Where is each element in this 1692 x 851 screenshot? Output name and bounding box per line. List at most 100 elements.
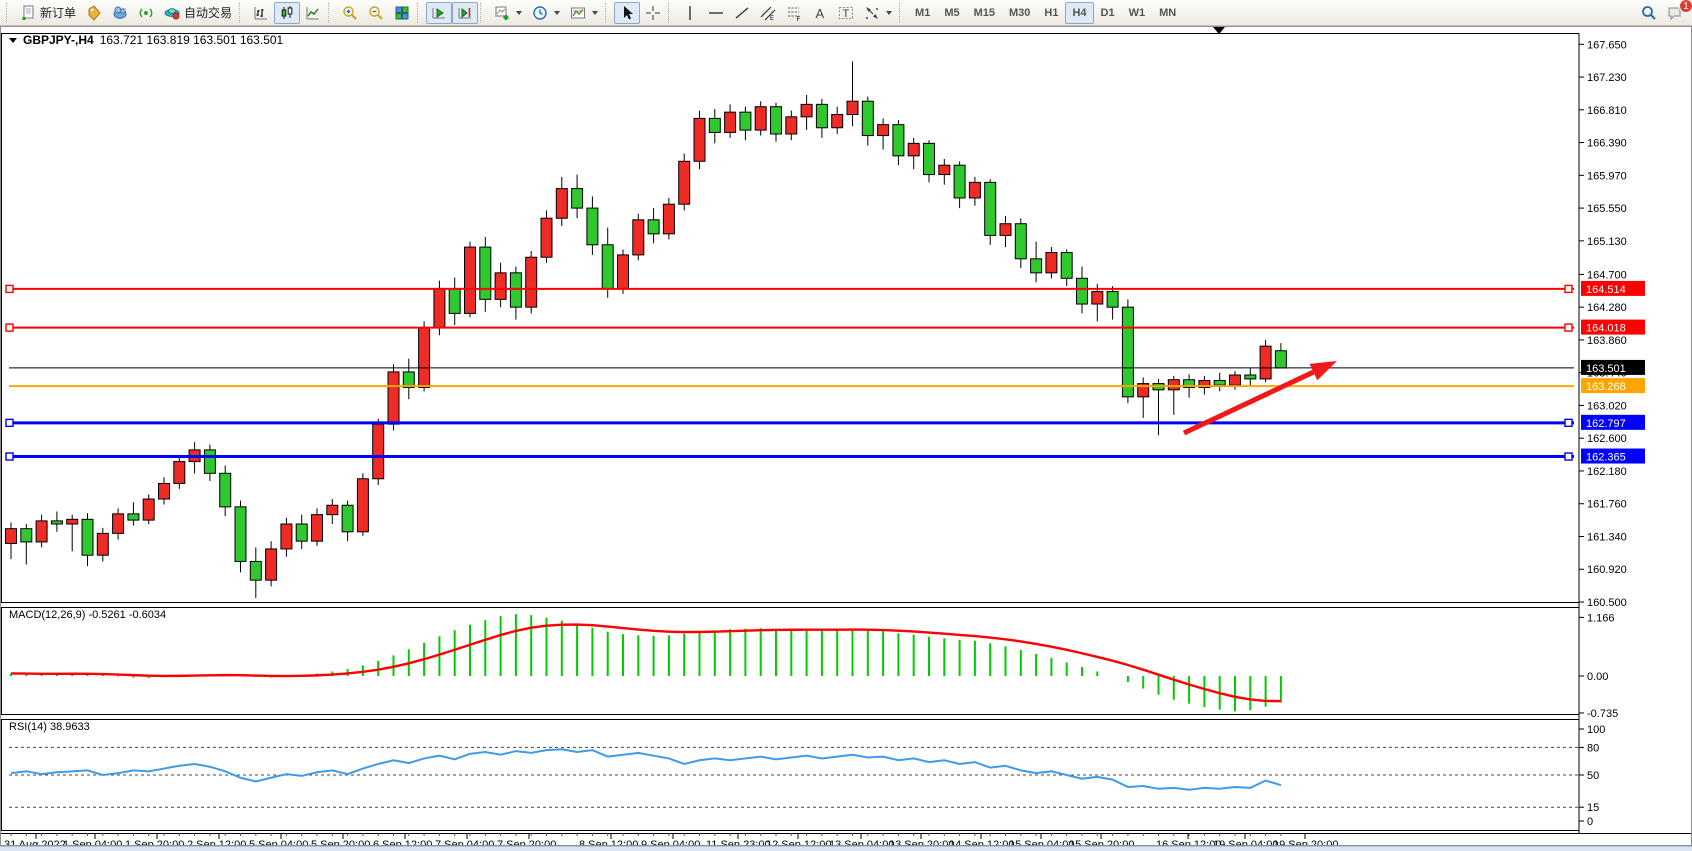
candlestick-chart-button[interactable]	[274, 1, 301, 24]
timeframe-d1[interactable]: D1	[1100, 6, 1115, 19]
price-tick-label: 161.340	[1587, 531, 1627, 543]
signals-icon	[139, 8, 153, 17]
chart-window[interactable]: GBPJPY-,H4 163.721 163.819 163.501 163.5…	[0, 26, 1692, 851]
candle	[907, 142, 920, 157]
timeframe-h1[interactable]: H1	[1044, 6, 1059, 19]
period-dropdown	[554, 10, 561, 15]
time-tick-label: 1 Sep 04:00	[63, 839, 122, 845]
candle	[662, 203, 675, 235]
time-tick-label: 2 Sep 12:00	[187, 839, 246, 845]
candle	[402, 371, 415, 388]
fibonacci-button[interactable]: F	[781, 2, 807, 24]
vertical-line-button[interactable]	[677, 2, 703, 24]
notifications-button[interactable]: 1	[1662, 0, 1692, 24]
auto-trading-button[interactable]: 自动交易	[159, 2, 237, 24]
new-order-button[interactable]: 新订单	[15, 2, 81, 24]
text-label-button[interactable]: T	[833, 2, 859, 24]
timeframe-m5[interactable]: M5	[944, 6, 960, 19]
price-tag-label: 164.018	[1586, 323, 1626, 335]
hline-anchor	[5, 452, 14, 461]
zoom-in-button[interactable]	[337, 2, 363, 24]
chart-title-collapse-icon[interactable]	[9, 37, 17, 43]
candle	[35, 520, 48, 543]
rsi-scale-label: 0	[1587, 816, 1593, 828]
price-tag	[1581, 448, 1645, 464]
candle	[1060, 252, 1073, 279]
candle	[311, 514, 323, 542]
price-tag	[1581, 378, 1645, 394]
candle	[479, 246, 492, 300]
timeframe-m30[interactable]: M30	[1009, 6, 1031, 19]
price-tag-label: 162.365	[1586, 452, 1626, 464]
auto-scroll-icon	[432, 7, 446, 18]
price-chart[interactable]: 167.650 167.230 166.810 166.390 165.970 165.5…	[1, 27, 1691, 851]
period-button[interactable]	[527, 2, 565, 24]
shapes-button[interactable]	[859, 2, 897, 24]
line-chart-button[interactable]	[300, 2, 326, 24]
new-chart-button[interactable]	[489, 2, 527, 24]
channel-icon: E	[760, 6, 776, 21]
cursor-button[interactable]	[614, 1, 641, 24]
zoom-in-icon	[343, 5, 357, 20]
toolbar-grip	[6, 2, 10, 23]
macd-scale-label: 0.00	[1587, 671, 1608, 683]
timeframe-m1[interactable]: M1	[915, 6, 931, 19]
price-tick-label: 167.230	[1587, 72, 1627, 84]
community-icon	[113, 6, 127, 19]
candle	[800, 103, 813, 118]
templates-button[interactable]	[565, 2, 603, 24]
candle	[831, 114, 844, 129]
tile-windows-button[interactable]	[389, 2, 415, 24]
candle	[494, 272, 507, 300]
price-tick-label: 163.020	[1587, 400, 1627, 412]
group-separator	[480, 2, 484, 23]
timeframe-mn[interactable]: MN	[1159, 6, 1177, 19]
chart-shift-button[interactable]	[452, 1, 479, 24]
candle	[785, 116, 798, 135]
timeframe-m15[interactable]: M15	[973, 6, 995, 19]
candle	[1076, 277, 1088, 305]
channel-button[interactable]: E	[755, 2, 781, 24]
zoom-out-button[interactable]	[363, 2, 389, 24]
trendline-button[interactable]	[729, 2, 755, 24]
market-button[interactable]	[81, 2, 107, 24]
time-tick-label: 16 Sep 12:00	[1156, 839, 1221, 845]
bar-chart-button[interactable]	[248, 2, 274, 24]
candle	[525, 256, 538, 308]
candle	[50, 520, 63, 525]
time-tick-label: 13 Sep 20:00	[889, 839, 954, 845]
community-button[interactable]	[107, 2, 133, 24]
price-tag-label: 163.268	[1586, 381, 1626, 393]
time-tick-label: 6 Sep 12:00	[373, 839, 432, 845]
auto-scroll-button[interactable]	[426, 1, 453, 24]
candle	[280, 523, 293, 550]
crosshair-button[interactable]	[640, 2, 666, 24]
candle	[1121, 306, 1134, 398]
timeframe-w1[interactable]: W1	[1128, 6, 1146, 19]
search-button[interactable]	[1636, 2, 1662, 24]
candle	[1167, 379, 1180, 391]
candle	[418, 326, 431, 389]
price-tick-label: 162.600	[1587, 433, 1627, 445]
candle	[448, 287, 461, 314]
timeframe-h4[interactable]: H4	[1065, 1, 1094, 24]
time-tick-label: 9 Sep 04:00	[641, 839, 700, 845]
main-toolbar: 新订单 自动交易	[0, 0, 1692, 26]
candle	[1213, 379, 1226, 386]
candle	[234, 506, 247, 562]
candlestick-icon	[281, 5, 293, 19]
candle	[739, 111, 752, 131]
label-icon: T	[839, 6, 854, 20]
text-button[interactable]: A	[807, 2, 833, 24]
horizontal-line-button[interactable]	[703, 2, 729, 24]
shapes-dropdown	[886, 10, 893, 15]
candle	[1244, 374, 1257, 380]
candle	[127, 513, 140, 521]
candle	[846, 100, 859, 115]
signals-button[interactable]	[133, 2, 159, 24]
time-tick-label: 12 Sep 12:00	[766, 839, 831, 845]
trend-arrow-line	[1182, 369, 1315, 436]
notification-badge: 1	[1679, 0, 1692, 13]
candle	[1045, 252, 1058, 274]
zoom-out-icon	[369, 5, 383, 20]
